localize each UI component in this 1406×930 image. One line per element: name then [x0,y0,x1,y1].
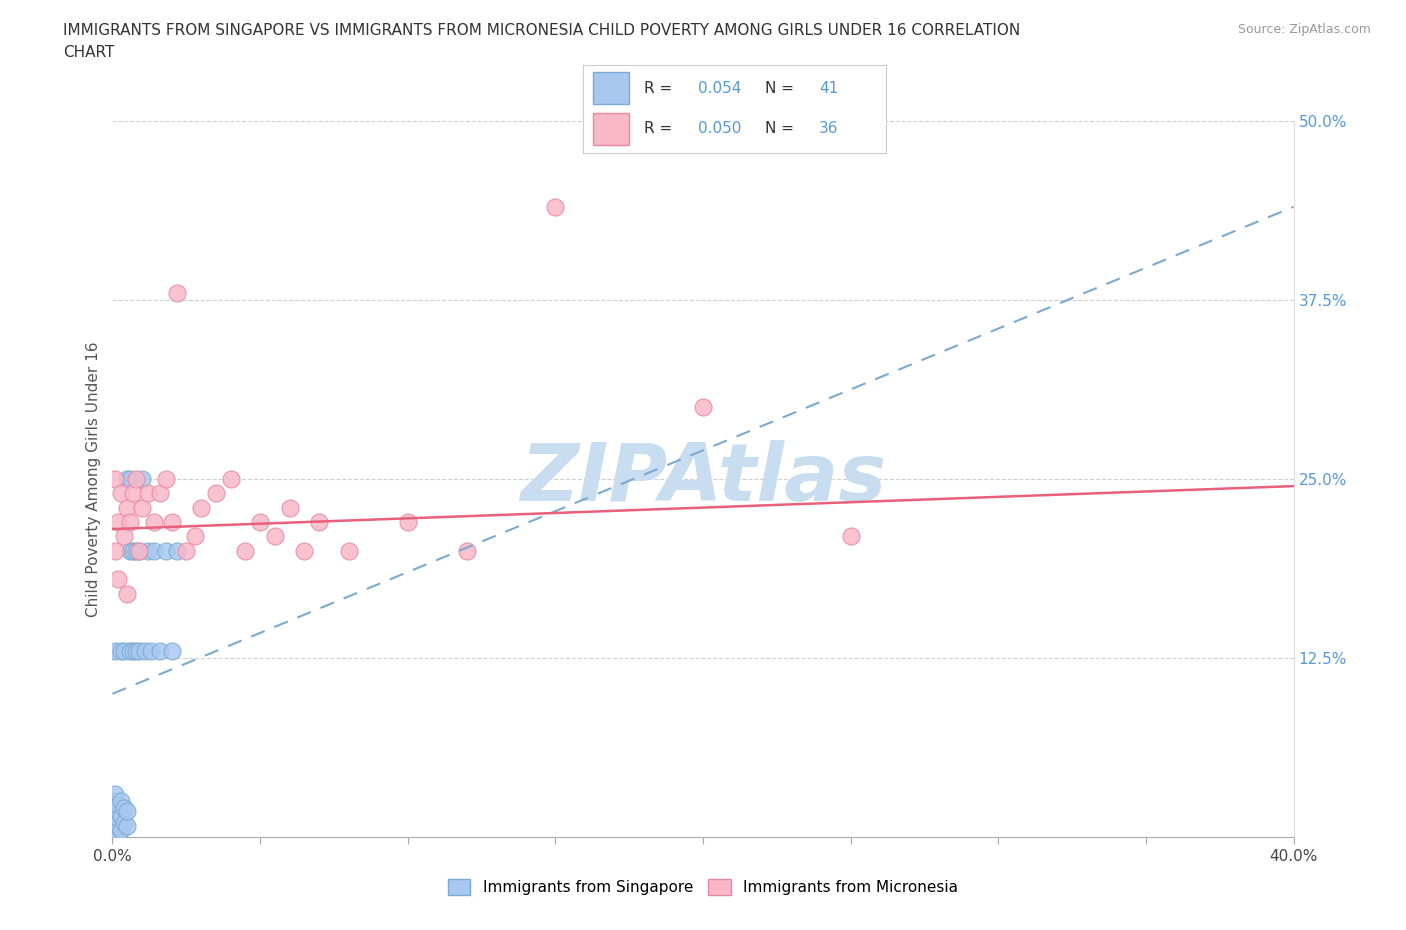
Text: R =: R = [644,81,678,96]
Point [160,514,183,529]
Point [112,801,135,816]
Point [104,822,127,837]
Text: ZIPAtlas: ZIPAtlas [520,440,886,518]
Text: R =: R = [644,121,678,136]
Point [107,811,129,826]
Point [149,644,172,658]
Point [104,808,127,823]
Point [233,543,256,558]
Point [112,644,135,658]
Text: 0.054: 0.054 [699,81,742,96]
Point [142,514,165,529]
Point [104,787,127,802]
Legend: Immigrants from Singapore, Immigrants from Micronesia: Immigrants from Singapore, Immigrants fr… [441,872,965,901]
Point [136,485,159,500]
Text: N =: N = [765,81,799,96]
Point [139,644,162,658]
Point [155,472,177,486]
Text: IMMIGRANTS FROM SINGAPORE VS IMMIGRANTS FROM MICRONESIA CHILD POVERTY AMONG GIRL: IMMIGRANTS FROM SINGAPORE VS IMMIGRANTS … [63,23,1021,38]
Point [122,543,145,558]
Point [117,586,138,601]
Point [107,572,129,587]
Point [120,472,142,486]
Point [184,529,207,544]
Point [292,543,315,558]
Point [149,485,172,500]
Point [104,828,127,843]
Point [110,822,132,837]
Point [110,808,132,823]
Point [120,514,142,529]
Point [104,816,127,830]
Point [131,472,153,486]
Text: 36: 36 [820,121,839,136]
Point [337,543,360,558]
Point [174,543,197,558]
Text: Source: ZipAtlas.com: Source: ZipAtlas.com [1237,23,1371,36]
Point [104,644,127,658]
Point [110,644,132,658]
Point [117,818,138,833]
Point [110,485,132,500]
Point [107,804,129,818]
Point [125,543,148,558]
Point [107,827,129,842]
Text: 41: 41 [820,81,838,96]
Point [104,801,127,816]
Point [456,543,478,558]
Point [278,500,301,515]
Point [104,543,127,558]
Point [134,644,156,658]
Point [264,529,287,544]
Point [107,818,129,833]
Point [104,472,127,486]
Point [166,286,188,300]
Bar [592,73,628,104]
Point [396,514,419,529]
Point [122,644,145,658]
Point [131,500,153,515]
Point [107,798,129,813]
Point [839,529,862,544]
Point [112,529,135,544]
Text: 0.050: 0.050 [699,121,742,136]
Point [692,400,714,415]
Point [117,804,138,818]
Point [155,543,177,558]
Point [249,514,271,529]
Point [117,472,138,486]
Point [128,543,150,558]
Point [166,543,188,558]
Text: N =: N = [765,121,799,136]
Y-axis label: Child Poverty Among Girls Under 16: Child Poverty Among Girls Under 16 [86,341,101,617]
Point [120,644,142,658]
Point [160,644,183,658]
Point [136,543,159,558]
Point [128,543,150,558]
Point [120,543,142,558]
Point [125,472,148,486]
Text: CHART: CHART [63,45,115,60]
Point [219,472,242,486]
Point [308,514,330,529]
Point [110,794,132,809]
Bar [592,113,628,145]
Point [190,500,212,515]
Point [107,514,129,529]
Point [142,543,165,558]
Point [125,644,148,658]
Point [205,485,228,500]
Point [112,816,135,830]
Point [104,794,127,809]
Point [128,644,150,658]
Point [544,199,567,214]
Point [117,500,138,515]
Point [122,485,145,500]
